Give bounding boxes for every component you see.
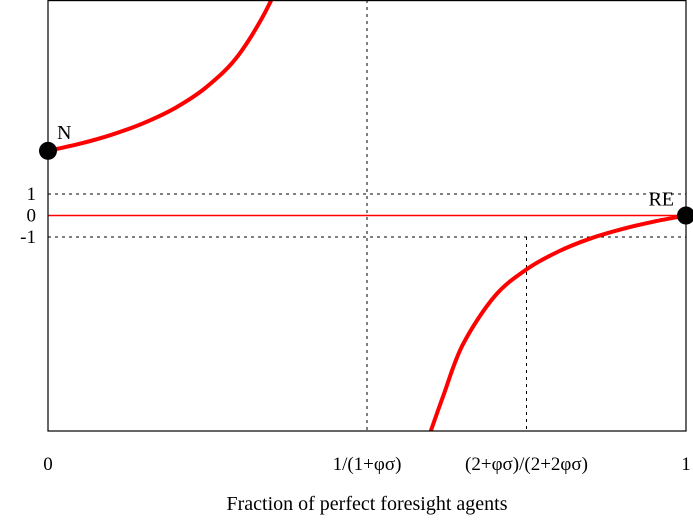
- point-marker-1: [677, 206, 693, 225]
- series-line-1: [428, 213, 686, 431]
- y-tick-label-0: 1: [27, 184, 37, 205]
- reference-lines: [48, 0, 686, 431]
- x-tick-label-0: 0: [43, 454, 53, 475]
- x-tick-label-3: 1: [681, 454, 691, 475]
- y-tick-label-1: 0: [27, 206, 37, 227]
- x-axis-label: Fraction of perfect foresight agents: [226, 493, 507, 515]
- x-tick-label-1: 1/(1+φσ): [333, 454, 402, 475]
- point-label-1: RE: [648, 189, 674, 211]
- x-tick-label-2: (2+φσ)/(2+2φσ): [465, 454, 588, 475]
- series-line-0: [48, 0, 274, 153]
- tick-labels: 0 1/(1+φσ) (2+φσ)/(2+2φσ) 110-1: [20, 184, 691, 475]
- points-layer: N RE: [39, 122, 693, 225]
- plot-frame: [47, 0, 687, 432]
- y-tick-label-2: -1: [20, 227, 36, 248]
- series-layer: [48, 0, 686, 431]
- point-label-0: N: [57, 122, 71, 144]
